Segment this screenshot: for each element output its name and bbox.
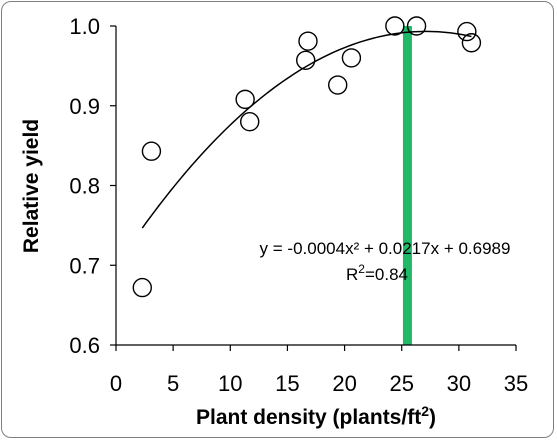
x-tick-label: 35	[504, 371, 528, 396]
x-tick-label: 20	[332, 371, 356, 396]
y-tick-label: 0.9	[69, 94, 100, 119]
y-axis-title: Relative yield	[20, 119, 43, 253]
vertical-marker-line	[402, 26, 412, 345]
data-point	[298, 31, 318, 51]
data-point	[385, 16, 405, 36]
data-point	[406, 16, 427, 36]
data-point	[341, 48, 362, 68]
trendline-equation: y = -0.0004x² + 0.0217x + 0.6989	[260, 239, 511, 258]
data-point	[296, 50, 316, 70]
r-squared-label: R2=0.84	[346, 262, 408, 284]
x-tick-label: 0	[110, 371, 122, 396]
x-tick-label: 25	[389, 371, 413, 396]
x-tick-label: 15	[275, 371, 299, 396]
y-tick-label: 0.7	[69, 253, 100, 278]
data-point	[141, 141, 162, 161]
y-tick-label: 1.0	[69, 14, 100, 39]
data-point	[240, 111, 260, 132]
y-tick-label: 0.8	[69, 174, 100, 199]
x-tick-label: 10	[218, 371, 242, 396]
x-tick-label: 30	[447, 371, 471, 396]
data-point	[235, 89, 255, 110]
trendline-curve	[141, 30, 472, 229]
x-tick-label: 5	[167, 371, 179, 396]
x-axis-title: Plant density (plants/ft2)	[196, 403, 436, 429]
data-point	[461, 33, 482, 53]
y-tick-label: 0.6	[69, 333, 100, 358]
data-point	[328, 75, 348, 95]
data-point	[457, 21, 477, 42]
data-point	[132, 277, 152, 298]
